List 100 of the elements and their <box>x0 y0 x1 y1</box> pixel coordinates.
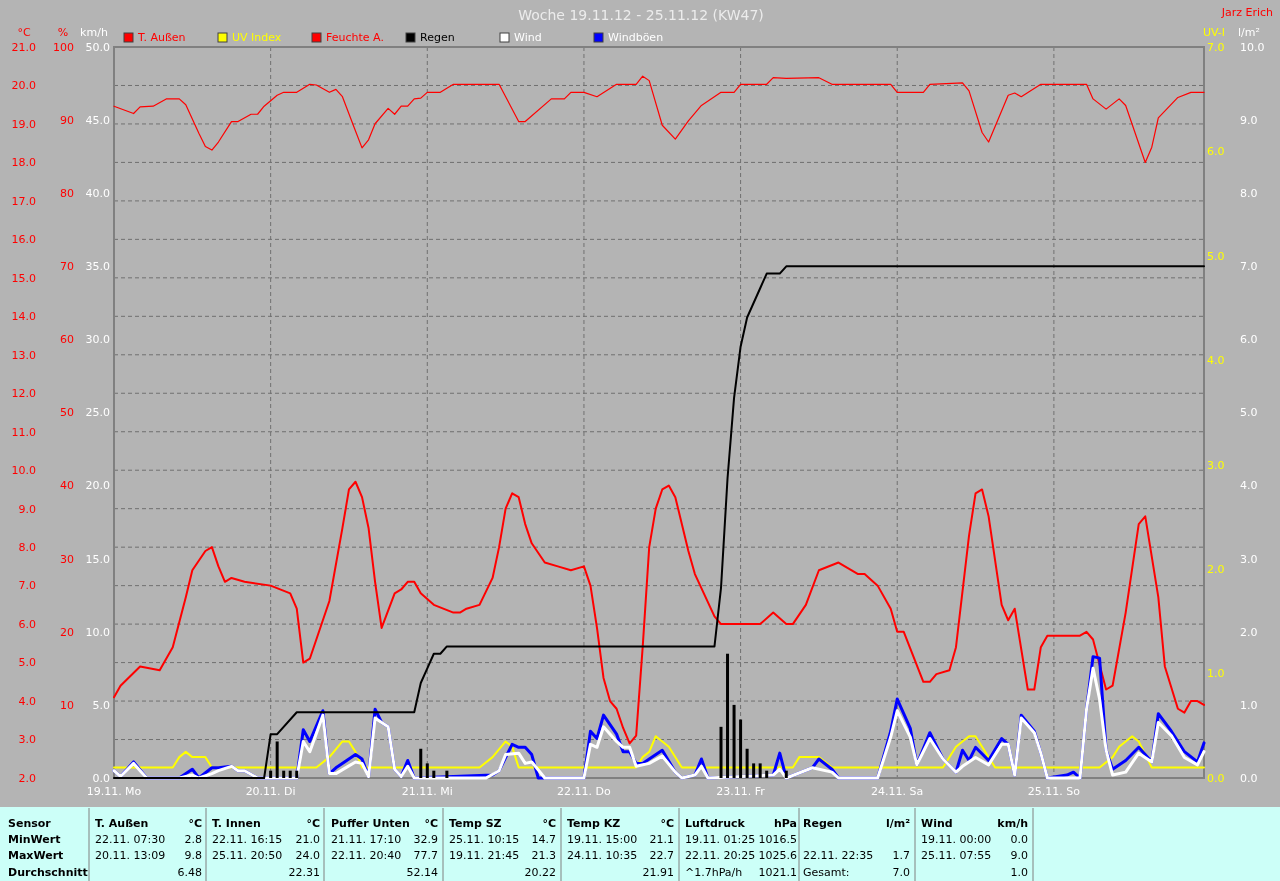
x-tick-label: 21.11. Mi <box>401 785 453 798</box>
text: 19.11. 00:00 <box>921 833 992 846</box>
text: 21.3 <box>531 849 556 862</box>
y-tick-label: 45.0 <box>85 113 110 127</box>
chart-title: Woche 19.11.12 - 25.11.12 (KW47) <box>518 7 764 23</box>
y2-tick-label: 2.0 <box>1207 562 1225 576</box>
text: MinWert <box>8 833 61 846</box>
y3-tick-label: 20 <box>60 625 74 639</box>
text: 22.31 <box>288 866 320 879</box>
text: 20.22 <box>524 866 556 879</box>
y-tick-label: 6.0 <box>18 617 36 631</box>
legend-label: UV Index <box>232 31 282 44</box>
y-tick-label: 15.0 <box>11 271 36 285</box>
y-tick-label: 10.0 <box>85 625 110 639</box>
text: 21.0 <box>295 833 320 846</box>
x-tick-label: 25.11. So <box>1027 785 1081 798</box>
y2-tick-label: 4.0 <box>1207 354 1225 368</box>
text: °C <box>188 817 202 830</box>
y2-tick-label: 5.0 <box>1240 406 1258 420</box>
y-tick-label: 5.0 <box>18 656 36 670</box>
y3-tick-label: 70 <box>60 260 74 274</box>
text: 22.11. 20:25 <box>685 849 756 862</box>
y3-tick-label: 60 <box>60 333 74 347</box>
y2-axis-title: l/m² <box>1238 26 1260 39</box>
y2-tick-label: 3.0 <box>1240 552 1258 566</box>
y3-tick-label: 100 <box>53 40 74 54</box>
text: 1021.1 <box>758 866 797 879</box>
text: Sensor <box>8 817 52 830</box>
y-tick-label: 0.0 <box>92 771 110 785</box>
text: 22.11. 16:15 <box>212 833 283 846</box>
y3-tick-label: 90 <box>60 113 74 127</box>
text: Temp KZ <box>567 817 621 830</box>
y-tick-label: 50.0 <box>85 40 110 54</box>
text: 21.1 <box>649 833 674 846</box>
y2-tick-label: 9.0 <box>1240 113 1258 127</box>
y-tick-label: 14.0 <box>11 310 36 324</box>
y2-tick-label: 8.0 <box>1240 187 1258 201</box>
text: 22.11. 07:30 <box>95 833 166 846</box>
legend-label: Windböen <box>608 31 664 44</box>
y3-tick-label: 30 <box>60 552 74 566</box>
text: 19.11. 15:00 <box>567 833 638 846</box>
x-tick-label: 20.11. Di <box>245 785 296 798</box>
text: Jarz Erich <box>1220 6 1274 19</box>
text: Durchschnitt <box>8 866 88 879</box>
text: 77.7 <box>413 849 438 862</box>
y2-tick-label: 1.0 <box>1207 667 1225 681</box>
y3-axis-title: % <box>57 26 69 39</box>
y-tick-label: 40.0 <box>85 187 110 201</box>
y-tick-label: 11.0 <box>11 425 36 439</box>
legend-label: Feuchte A. <box>326 31 384 44</box>
y-tick-label: 20.0 <box>11 79 36 93</box>
y-tick-label: 18.0 <box>11 156 36 170</box>
y3-tick-label: 50 <box>60 406 74 420</box>
y2-tick-label: 5.0 <box>1207 249 1225 263</box>
text: 22.11. 22:35 <box>803 849 874 862</box>
text: 9.0 <box>1010 849 1028 862</box>
y-tick-label: 30.0 <box>85 333 110 347</box>
y2-tick-label: 2.0 <box>1240 625 1258 639</box>
text: l/m² <box>885 817 911 830</box>
x-tick-label: 24.11. Sa <box>871 785 924 798</box>
x-tick-label: 22.11. Do <box>557 785 612 798</box>
y-tick-label: 2.0 <box>18 771 36 785</box>
text: 7.0 <box>892 866 910 879</box>
text: 52.14 <box>406 866 438 879</box>
y-tick-label: 17.0 <box>11 194 36 208</box>
y3-tick-label: 80 <box>60 187 74 201</box>
text: 1.0 <box>1010 866 1028 879</box>
text: 25.11. 10:15 <box>449 833 520 846</box>
y2-tick-label: 6.0 <box>1207 145 1225 159</box>
y-axis-title: km/h <box>80 26 108 39</box>
text: hPa <box>773 817 797 830</box>
text: Regen <box>803 817 843 830</box>
y-tick-label: 3.0 <box>18 733 36 747</box>
text: Luftdruck <box>685 817 746 830</box>
text: Wind <box>921 817 953 830</box>
y-tick-label: 35.0 <box>85 260 110 274</box>
y-tick-label: 21.0 <box>11 40 36 54</box>
text: 20.11. 13:09 <box>95 849 166 862</box>
text: 6.48 <box>177 866 202 879</box>
y2-tick-label: 10.0 <box>1240 40 1265 54</box>
legend-label: Regen <box>420 31 455 44</box>
legend-label: T. Außen <box>137 31 186 44</box>
text: 9.8 <box>184 849 202 862</box>
text: 32.9 <box>413 833 438 846</box>
y3-tick-label: 40 <box>60 479 74 493</box>
text: MaxWert <box>8 849 64 862</box>
y-tick-label: 5.0 <box>92 698 110 712</box>
text: 19.11. 21:45 <box>449 849 520 862</box>
text: T. Innen <box>212 817 261 830</box>
y2-tick-label: 7.0 <box>1207 40 1225 54</box>
y2-tick-label: 6.0 <box>1240 333 1258 347</box>
y-tick-label: 8.0 <box>18 541 36 555</box>
y-tick-label: 15.0 <box>85 552 110 566</box>
text: T. Außen <box>95 817 149 830</box>
x-tick-label: 19.11. Mo <box>86 785 142 798</box>
text: 1.7 <box>892 849 910 862</box>
text: 19.11. 01:25 <box>685 833 756 846</box>
text: 21.91 <box>642 866 674 879</box>
legend-label: Wind <box>514 31 542 44</box>
text: 21.11. 17:10 <box>331 833 402 846</box>
